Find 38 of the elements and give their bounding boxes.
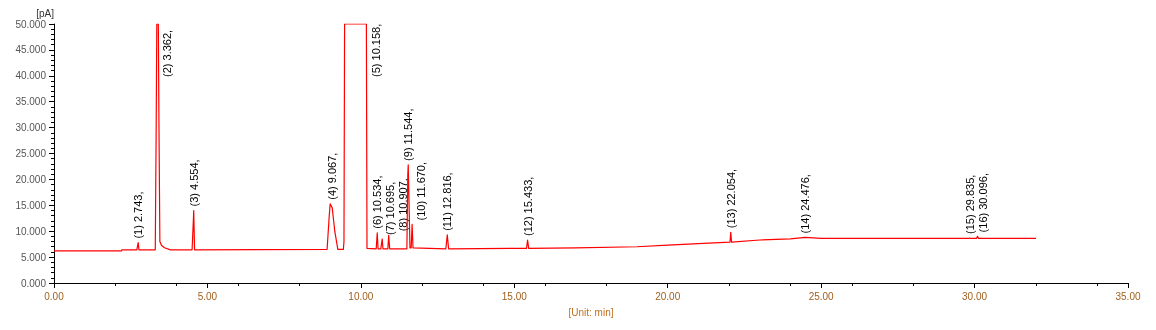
y-tick-label: 50.000 (15, 18, 47, 30)
x-tick-label: 5.00 (197, 290, 218, 302)
annotation: (13) 22.054, (724, 168, 737, 229)
y-axis-title: [pA] (36, 7, 55, 19)
annotation: (3) 4.554, (187, 159, 200, 207)
annotation: (6) 10.534, (371, 175, 384, 229)
x-axis-title: [Unit: min] (568, 306, 614, 318)
line-series (53, 23, 1037, 252)
y-tick-label: 15.000 (15, 199, 47, 211)
annotation: (4) 9.067, (326, 152, 339, 200)
x-tick-label: 0.00 (44, 290, 65, 302)
y-tick-label: 5.000 (20, 251, 47, 263)
x-tick-label: 25.00 (808, 290, 835, 302)
x-tick-label: 30.00 (962, 290, 988, 302)
x-tick-label: 10.00 (348, 290, 374, 302)
annotation: (8) 10.907, (397, 178, 410, 232)
annotation: (15) 29.835, (963, 174, 976, 234)
y-tick-label: 40.000 (15, 70, 47, 82)
annotation: (1) 2.743, (132, 191, 145, 239)
annotation: (12) 15.433, (521, 176, 534, 237)
x-tick-label: 15.00 (501, 290, 528, 302)
y-tick-label: 10.000 (15, 225, 47, 237)
x-tick-label: 35.00 (1115, 290, 1141, 302)
y-tick-label: 45.000 (15, 44, 47, 56)
annotation: (2) 3.362, (161, 29, 174, 77)
y-tick-label: 0.000 (20, 277, 47, 289)
y-tick-label: 25.000 (15, 148, 47, 159)
annotation: (16) 30.096, (976, 173, 989, 233)
annotation: (9) 11.544, (402, 108, 415, 161)
y-tick-label: 20.000 (15, 173, 47, 185)
y-tick-label: 30.000 (15, 122, 47, 134)
annotation: (10) 11.670, (415, 161, 428, 221)
annotation: (11) 12.816, (441, 172, 454, 231)
annotation: (7) 10.695, (384, 181, 397, 235)
annotation: (14) 24.476, (799, 174, 812, 234)
annotation: (5) 10.158, (369, 23, 382, 77)
y-tick-label: 35.000 (15, 96, 47, 108)
x-tick-label: 20.00 (655, 290, 681, 302)
